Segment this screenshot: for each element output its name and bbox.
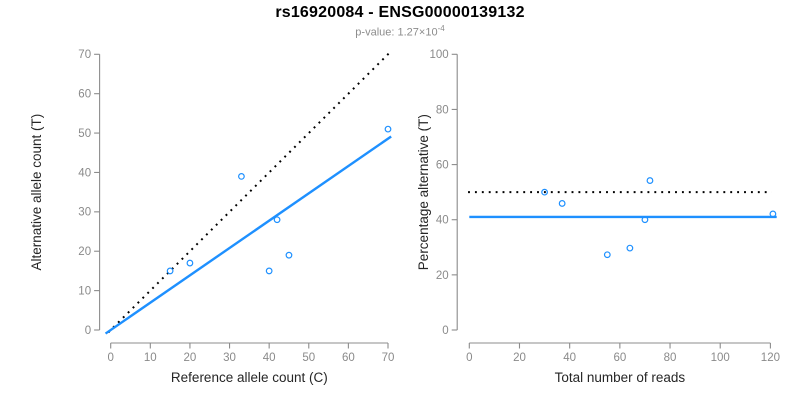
- y-tick-label: 30: [78, 207, 91, 219]
- fit-line: [104, 135, 392, 335]
- data-point: [273, 216, 281, 224]
- data-point: [646, 177, 654, 184]
- y-tick-label: 40: [436, 215, 449, 227]
- x-tick-label: 10: [144, 352, 157, 364]
- data-point: [285, 251, 293, 259]
- x-tick-label: 20: [513, 352, 526, 364]
- data-point: [384, 125, 392, 133]
- data-point: [603, 251, 611, 259]
- percentage-vs-reads-plot: 0 20 40 60 80 100 0 20 40 60 80 100 120 Total number …: [416, 49, 780, 385]
- pvalue-text: p-value: 1.27: [355, 26, 419, 39]
- data-point: [769, 210, 777, 218]
- y-tick-label: 20: [78, 246, 91, 258]
- y-tick-label: 40: [78, 167, 91, 179]
- x-tick-label: 40: [563, 352, 576, 364]
- y-tick-label: 50: [78, 128, 91, 140]
- data-point: [641, 216, 649, 224]
- x-tick-label: 60: [342, 352, 355, 364]
- pvalue-subtitle: p-value: 1.27×10-4: [0, 24, 800, 39]
- y-tick-label: 20: [436, 270, 449, 282]
- x-tick-label: 50: [302, 352, 315, 364]
- x-tick-label: 60: [613, 352, 626, 364]
- x-tick-label: 70: [382, 352, 395, 364]
- x-tick-label: 0: [107, 352, 113, 364]
- data-point: [265, 267, 273, 275]
- y-tick-label: 100: [430, 49, 449, 61]
- x-tick-label: 80: [664, 352, 677, 364]
- pvalue-times-ten: ×10: [418, 26, 438, 39]
- x-axis-title: Total number of reads: [555, 370, 686, 385]
- data-point: [541, 188, 548, 196]
- y-tick-label: 60: [436, 159, 449, 171]
- data-point: [166, 267, 174, 275]
- x-tick-label: 30: [223, 352, 236, 364]
- data-point: [238, 172, 245, 180]
- x-tick-label: 20: [184, 352, 197, 364]
- data-point: [186, 259, 194, 267]
- x-tick-label: 0: [466, 352, 472, 364]
- x-axis-title: Reference allele count (C): [171, 370, 328, 385]
- x-tick-label: 120: [761, 352, 780, 364]
- y-axis-title: Alternative allele count (T): [29, 114, 44, 271]
- y-tick-label: 10: [78, 286, 91, 298]
- y-tick-label: 0: [442, 325, 448, 337]
- y-axis-title: Percentage alternative (T): [416, 114, 431, 270]
- x-tick-label: 40: [263, 352, 276, 364]
- data-point: [558, 200, 566, 207]
- y-tick-label: 80: [436, 104, 449, 116]
- pvalue-exponent: -4: [437, 24, 445, 33]
- allele-counts-plot: 0 10 20 30 40 50 60 70 0 10 20 30 40 50 60 70 Reference …: [29, 49, 394, 385]
- y-tick-label: 0: [85, 325, 91, 337]
- data-point: [626, 244, 634, 252]
- page-title: rs16920084 - ENSG00000139132: [275, 4, 525, 21]
- y-tick-label: 60: [78, 89, 91, 101]
- y-tick-label: 70: [78, 49, 91, 61]
- identity-line: [107, 52, 390, 334]
- x-tick-label: 100: [711, 352, 730, 364]
